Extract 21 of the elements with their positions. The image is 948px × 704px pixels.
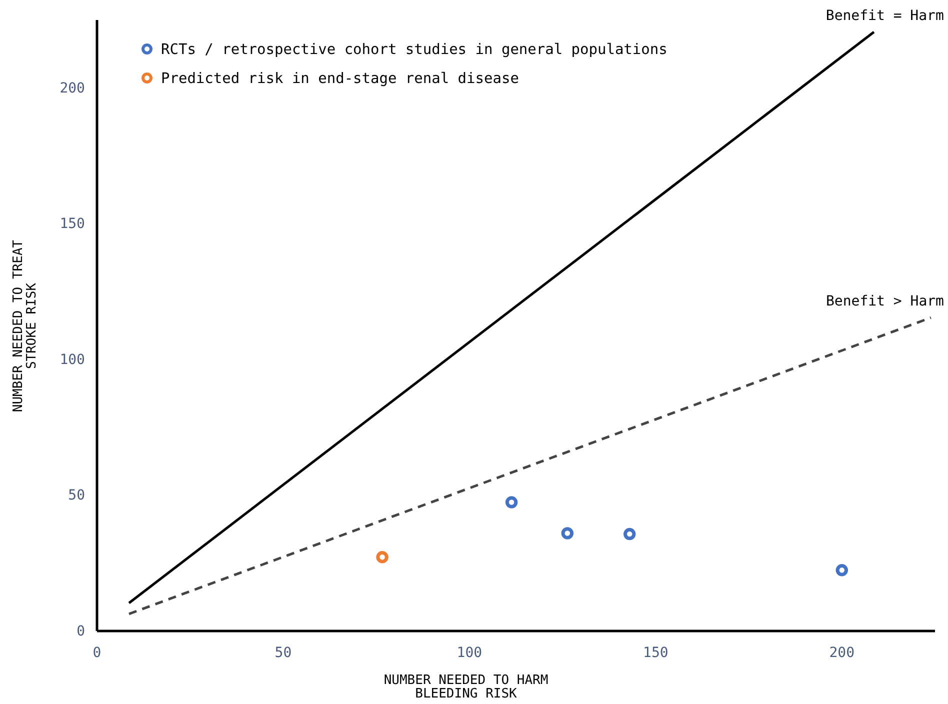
y-tick-label: 100: [60, 352, 85, 368]
x-tick-label: 50: [274, 644, 292, 661]
x-axis-title: NUMBER NEEDED TO HARM BLEEDING RISK: [384, 673, 548, 702]
x-tick-label: 0: [92, 644, 102, 661]
x-tick-label: 200: [829, 644, 855, 661]
y-tick-label: 50: [68, 488, 85, 504]
y-tick-label: 0: [76, 623, 85, 640]
point: [561, 527, 574, 540]
y-tick-label: 150: [60, 216, 85, 232]
legend-label: Predicted risk in end-stage renal disease: [161, 71, 519, 87]
x-tick-label: 100: [456, 644, 482, 661]
point: [836, 564, 848, 576]
annotation: Benefit = Harm: [826, 8, 944, 24]
y-tick-label: 200: [60, 80, 85, 96]
x-tick-label: 150: [643, 644, 668, 661]
point: [623, 528, 636, 540]
point: [505, 496, 518, 508]
annotation: Benefit > Harm: [826, 294, 944, 310]
point: [376, 551, 388, 564]
y-axis-title: NUMBER NEEDED TO TREAT STROKE RISK: [11, 240, 40, 412]
legend-label: RCTs / retrospective cohort studies in general populations: [161, 42, 668, 58]
